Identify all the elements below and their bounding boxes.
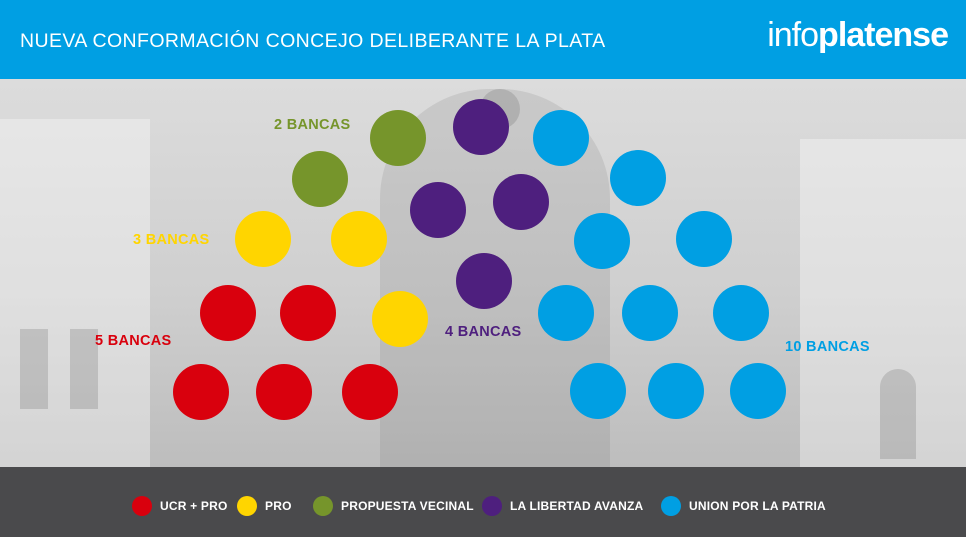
page-title: NUEVA CONFORMACIÓN CONCEJO DELIBERANTE L…: [20, 30, 606, 52]
bancas-label-pro: 3 BANCAS: [133, 232, 210, 248]
background-building-right: [800, 139, 966, 467]
legend-swatch: [132, 496, 152, 516]
legend: UCR + PRO PRO PROPUESTA VECINAL LA LIBER…: [0, 467, 966, 537]
background-window: [880, 369, 916, 459]
background-window: [70, 329, 98, 409]
seat-propuesta-vecinal: [370, 110, 426, 166]
legend-swatch: [482, 496, 502, 516]
legend-label: PRO: [265, 499, 292, 513]
legend-label: LA LIBERTAD AVANZA: [510, 499, 644, 513]
seat-ucr-pro: [173, 364, 229, 420]
seat-union-patria: [533, 110, 589, 166]
seat-pro: [235, 211, 291, 267]
seat-propuesta-vecinal: [292, 151, 348, 207]
seat-ucr-pro: [342, 364, 398, 420]
bancas-label-union-patria: 10 BANCAS: [785, 339, 870, 355]
bancas-label-libertad-avanza: 4 BANCAS: [445, 324, 522, 340]
bancas-label-ucr-pro: 5 BANCAS: [95, 333, 172, 349]
seat-union-patria: [730, 363, 786, 419]
seat-union-patria: [574, 213, 630, 269]
seat-libertad-avanza: [453, 99, 509, 155]
background-window: [20, 329, 48, 409]
legend-label: UCR + PRO: [160, 499, 228, 513]
seat-ucr-pro: [280, 285, 336, 341]
legend-swatch: [313, 496, 333, 516]
seat-libertad-avanza: [410, 182, 466, 238]
logo-bold-text: platense: [818, 16, 949, 54]
bancas-label-propuesta-vecinal: 2 BANCAS: [274, 117, 351, 133]
seat-chart-area: 5 BANCAS 3 BANCAS 2 BANCAS 4 BANCAS 10 B…: [0, 79, 966, 467]
seat-libertad-avanza: [456, 253, 512, 309]
seat-union-patria: [622, 285, 678, 341]
seat-ucr-pro: [256, 364, 312, 420]
header-banner: NUEVA CONFORMACIÓN CONCEJO DELIBERANTE L…: [0, 0, 966, 79]
seat-union-patria: [610, 150, 666, 206]
legend-swatch: [237, 496, 257, 516]
legend-label: PROPUESTA VECINAL: [341, 499, 474, 513]
seat-union-patria: [713, 285, 769, 341]
seat-union-patria: [538, 285, 594, 341]
legend-swatch: [661, 496, 681, 516]
seat-pro: [331, 211, 387, 267]
logo-light-text: info: [767, 16, 819, 54]
seat-ucr-pro: [200, 285, 256, 341]
seat-union-patria: [648, 363, 704, 419]
seat-union-patria: [676, 211, 732, 267]
brand-logo: infoplatense: [767, 16, 949, 55]
seat-union-patria: [570, 363, 626, 419]
seat-pro: [372, 291, 428, 347]
background-building-left: [0, 119, 150, 467]
seat-libertad-avanza: [493, 174, 549, 230]
legend-label: UNION POR LA PATRIA: [689, 499, 826, 513]
